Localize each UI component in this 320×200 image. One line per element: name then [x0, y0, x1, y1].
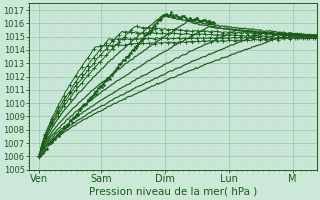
- X-axis label: Pression niveau de la mer( hPa ): Pression niveau de la mer( hPa ): [89, 187, 257, 197]
